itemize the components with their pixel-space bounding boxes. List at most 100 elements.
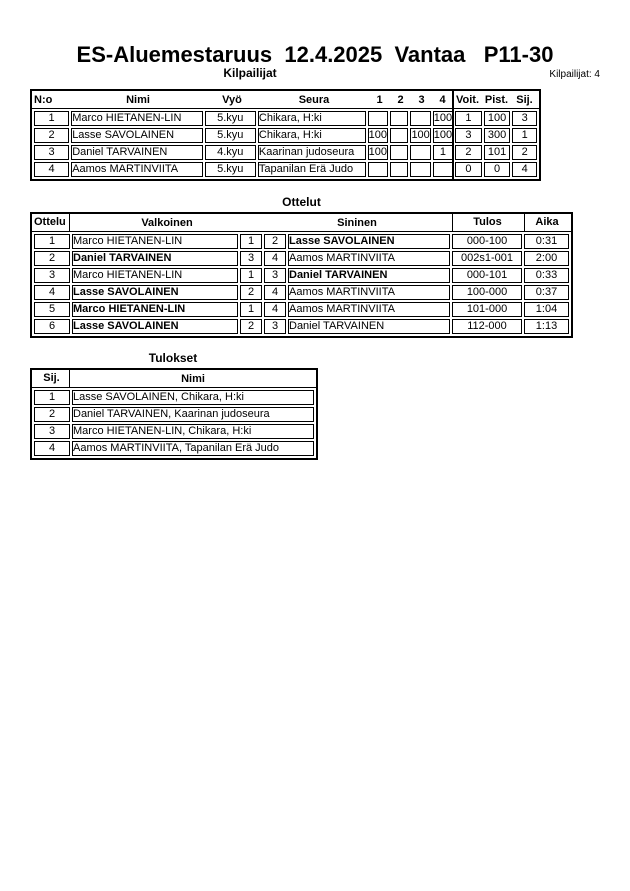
section-title-ottelut: Ottelut <box>282 195 321 209</box>
cell-aika: 1:04 <box>524 302 569 317</box>
cell-sij: 4 <box>512 162 537 177</box>
cell-white-number: 3 <box>240 251 262 266</box>
cell-sij: 4 <box>34 441 70 456</box>
cell-round-1 <box>367 111 388 126</box>
cell-pist: 101 <box>483 145 511 160</box>
header-no: N:o <box>34 93 53 106</box>
cell-seura: Chikara, H:ki <box>257 128 366 143</box>
cell-round-3 <box>410 145 431 160</box>
header-round-2: 2 <box>397 93 404 106</box>
header-round-3: 3 <box>418 93 425 106</box>
cell-round-2 <box>389 162 409 177</box>
page-title: ES-Aluemestaruus 12.4.2025 Vantaa P11-30 <box>76 42 554 67</box>
header-round-4: 4 <box>439 93 446 106</box>
cell-pist: 0 <box>483 162 511 177</box>
cell-nimi: Daniel TARVAINEN, Kaarinan judoseura <box>72 407 314 422</box>
cell-aika: 0:33 <box>524 268 569 283</box>
result-row: 1 Lasse SAVOLAINEN, Chikara, H:ki <box>34 390 314 405</box>
cell-nimi: Aamos MARTINVIITA, Tapanilan Erä Judo <box>72 441 314 456</box>
cell-round-1: 100 <box>367 145 388 160</box>
cell-sij: 1 <box>512 128 537 143</box>
cell-sij: 3 <box>512 111 537 126</box>
cell-white-name: Daniel TARVAINEN <box>72 251 238 266</box>
header-valkoinen: Valkoinen <box>141 216 193 229</box>
cell-tulos: 002s1-001 <box>452 251 522 266</box>
ottelut-table: Ottelu Valkoinen Sininen Tulos Aika 1 Ma… <box>30 212 573 338</box>
table-row: 4 Aamos MARTINVIITA 5.kyu Tapanilan Erä … <box>34 162 537 177</box>
header-ottelu: Ottelu <box>34 213 70 232</box>
cell-white-number: 1 <box>240 234 262 249</box>
cell-blue-number: 2 <box>264 234 286 249</box>
cell-white-name: Marco HIETANEN-LIN <box>72 302 238 317</box>
table-row: 3 Daniel TARVAINEN 4.kyu Kaarinan judose… <box>34 145 537 160</box>
cell-white-number: 1 <box>240 268 262 283</box>
table-row: 1 Marco HIETANEN-LIN 5.kyu Chikara, H:ki… <box>34 111 537 126</box>
header-sij: Sij. <box>516 93 533 106</box>
cell-vyo: 4.kyu <box>204 145 256 160</box>
cell-round-4: 100 <box>432 111 454 126</box>
cell-blue-number: 4 <box>264 285 286 300</box>
cell-blue-name: Daniel TARVAINEN <box>288 268 450 283</box>
match-row: 4 Lasse SAVOLAINEN 2 4 Aamos MARTINVIITA… <box>34 285 569 300</box>
kilpailijat-body: 1 Marco HIETANEN-LIN 5.kyu Chikara, H:ki… <box>32 109 539 179</box>
cell-voit: 1 <box>455 111 482 126</box>
cell-aika: 0:37 <box>524 285 569 300</box>
cell-pist: 100 <box>483 111 511 126</box>
section-title-kilpailijat: Kilpailijat <box>223 66 277 80</box>
header-aika: Aika <box>524 213 569 232</box>
cell-round-2 <box>389 111 409 126</box>
header-nimi: Nimi <box>181 372 205 385</box>
cell-nimi: Marco HIETANEN-LIN, Chikara, H:ki <box>72 424 314 439</box>
ottelut-header-row: Ottelu Valkoinen Sininen Tulos Aika <box>32 213 571 232</box>
header-pist: Pist. <box>484 93 509 106</box>
cell-seura: Chikara, H:ki <box>257 111 366 126</box>
results-block-divider <box>452 91 454 179</box>
result-row: 4 Aamos MARTINVIITA, Tapanilan Erä Judo <box>34 441 314 456</box>
cell-white-number: 2 <box>240 319 262 334</box>
cell-match-number: 5 <box>34 302 70 317</box>
cell-vyo: 5.kyu <box>204 162 256 177</box>
table-row: 2 Lasse SAVOLAINEN 5.kyu Chikara, H:ki 1… <box>34 128 537 143</box>
header-voit: Voit. <box>455 93 479 106</box>
match-row: 2 Daniel TARVAINEN 3 4 Aamos MARTINVIITA… <box>34 251 569 266</box>
cell-sij: 2 <box>512 145 537 160</box>
competitors-count: Kilpailijat: 4 <box>549 69 600 80</box>
header-sij: Sij. <box>34 369 70 388</box>
tulokset-table: Sij. Nimi 1 Lasse SAVOLAINEN, Chikara, H… <box>30 368 318 460</box>
header-vyo: Vyö <box>222 93 242 106</box>
cell-seura: Tapanilan Erä Judo <box>257 162 366 177</box>
cell-blue-name: Lasse SAVOLAINEN <box>288 234 450 249</box>
cell-match-number: 6 <box>34 319 70 334</box>
match-row: 3 Marco HIETANEN-LIN 1 3 Daniel TARVAINE… <box>34 268 569 283</box>
tulokset-body: 1 Lasse SAVOLAINEN, Chikara, H:ki 2 Dani… <box>32 388 316 458</box>
cell-sij: 2 <box>34 407 70 422</box>
cell-round-3: 100 <box>410 128 431 143</box>
cell-blue-name: Aamos MARTINVIITA <box>288 302 450 317</box>
cell-round-1: 100 <box>367 128 388 143</box>
cell-blue-number: 4 <box>264 251 286 266</box>
cell-no: 1 <box>34 111 70 126</box>
cell-blue-number: 4 <box>264 302 286 317</box>
cell-sij: 3 <box>34 424 70 439</box>
cell-round-2 <box>389 128 409 143</box>
cell-voit: 3 <box>455 128 482 143</box>
cell-round-3 <box>410 111 431 126</box>
cell-tulos: 100-000 <box>452 285 522 300</box>
cell-match-number: 3 <box>34 268 70 283</box>
header-nimi: Nimi <box>126 93 150 106</box>
cell-vyo: 5.kyu <box>204 111 256 126</box>
cell-tulos: 101-000 <box>452 302 522 317</box>
header-tulos: Tulos <box>452 213 522 232</box>
cell-round-4: 100 <box>432 128 454 143</box>
cell-aika: 1:13 <box>524 319 569 334</box>
cell-no: 3 <box>34 145 70 160</box>
cell-tulos: 000-101 <box>452 268 522 283</box>
cell-white-number: 1 <box>240 302 262 317</box>
match-row: 6 Lasse SAVOLAINEN 2 3 Daniel TARVAINEN … <box>34 319 569 334</box>
cell-white-name: Marco HIETANEN-LIN <box>72 268 238 283</box>
cell-white-name: Lasse SAVOLAINEN <box>72 319 238 334</box>
cell-nimi: Marco HIETANEN-LIN <box>71 111 203 126</box>
cell-tulos: 000-100 <box>452 234 522 249</box>
cell-nimi: Aamos MARTINVIITA <box>71 162 203 177</box>
cell-voit: 0 <box>455 162 482 177</box>
